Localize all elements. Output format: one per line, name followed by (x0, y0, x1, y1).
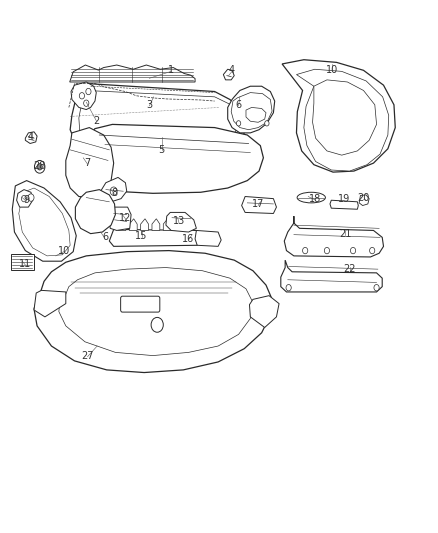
Text: 21: 21 (339, 229, 351, 239)
Ellipse shape (297, 192, 325, 203)
Polygon shape (110, 207, 131, 230)
Text: 28: 28 (33, 161, 46, 171)
Text: 6: 6 (236, 100, 242, 110)
Polygon shape (231, 93, 272, 130)
Circle shape (374, 285, 379, 291)
Polygon shape (129, 219, 137, 230)
Text: 4: 4 (229, 66, 235, 75)
Polygon shape (330, 200, 358, 209)
Circle shape (370, 247, 375, 254)
Circle shape (350, 247, 356, 254)
Polygon shape (223, 69, 234, 80)
Circle shape (84, 100, 89, 107)
Circle shape (265, 120, 269, 126)
Polygon shape (281, 260, 382, 292)
Polygon shape (242, 197, 276, 214)
Text: 16: 16 (182, 234, 194, 244)
Polygon shape (12, 181, 76, 261)
Circle shape (79, 93, 85, 99)
Text: 2: 2 (93, 116, 99, 126)
Polygon shape (186, 219, 194, 230)
Polygon shape (101, 177, 127, 202)
Text: 22: 22 (343, 264, 356, 274)
Text: 1: 1 (168, 66, 174, 75)
Circle shape (86, 88, 91, 95)
Text: 11: 11 (19, 259, 32, 269)
Polygon shape (175, 219, 183, 230)
Polygon shape (110, 229, 199, 246)
Polygon shape (70, 65, 195, 82)
Polygon shape (284, 216, 384, 257)
Text: 12: 12 (119, 213, 131, 223)
Polygon shape (141, 219, 148, 230)
Text: 27: 27 (81, 351, 94, 361)
Text: 17: 17 (252, 199, 265, 209)
Polygon shape (66, 127, 114, 198)
Text: 4: 4 (28, 132, 34, 142)
Polygon shape (228, 86, 275, 133)
Text: 8: 8 (112, 188, 118, 198)
Text: 6: 6 (102, 232, 108, 243)
Polygon shape (11, 254, 34, 270)
Polygon shape (118, 219, 126, 230)
Polygon shape (19, 188, 70, 256)
Polygon shape (297, 69, 389, 171)
Text: 3: 3 (146, 100, 152, 110)
Circle shape (35, 160, 45, 173)
Text: 18: 18 (309, 193, 321, 204)
Text: 5: 5 (159, 145, 165, 155)
Polygon shape (17, 190, 33, 207)
Text: 15: 15 (135, 231, 148, 241)
Polygon shape (359, 195, 369, 206)
Polygon shape (70, 84, 247, 158)
Circle shape (286, 285, 291, 291)
Polygon shape (59, 268, 253, 356)
Polygon shape (246, 108, 266, 122)
Circle shape (237, 120, 241, 126)
Text: 20: 20 (357, 192, 370, 203)
Text: 7: 7 (85, 158, 91, 168)
Text: 10: 10 (326, 66, 338, 75)
Circle shape (21, 196, 27, 202)
Polygon shape (166, 213, 196, 232)
Polygon shape (34, 251, 272, 373)
Circle shape (324, 247, 329, 254)
Polygon shape (25, 132, 37, 143)
Polygon shape (79, 91, 240, 151)
Text: 9: 9 (23, 195, 29, 205)
Circle shape (303, 247, 308, 254)
Circle shape (151, 317, 163, 332)
Circle shape (110, 187, 117, 196)
Polygon shape (75, 190, 116, 233)
Polygon shape (282, 60, 395, 172)
Polygon shape (195, 230, 221, 246)
Polygon shape (152, 219, 160, 230)
Polygon shape (71, 82, 96, 110)
Polygon shape (34, 290, 66, 317)
Polygon shape (163, 219, 171, 230)
Circle shape (37, 164, 42, 170)
Polygon shape (74, 124, 263, 193)
Text: 10: 10 (57, 246, 70, 256)
Polygon shape (313, 80, 377, 155)
Polygon shape (250, 296, 279, 327)
Circle shape (28, 194, 34, 201)
FancyBboxPatch shape (120, 296, 160, 312)
Text: 13: 13 (173, 216, 185, 227)
Text: 19: 19 (338, 194, 350, 204)
